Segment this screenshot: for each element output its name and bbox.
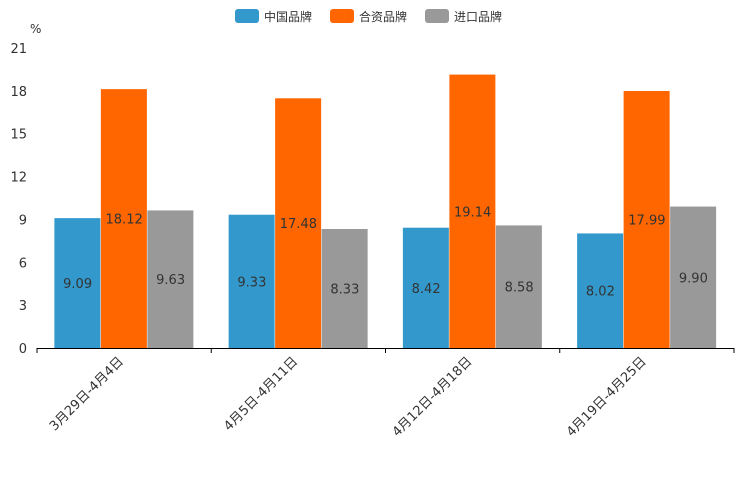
bar-value-label: 17.48: [280, 217, 317, 232]
y-tick-label: 15: [10, 128, 27, 143]
bar: [100, 89, 147, 349]
bar-value-label: 9.90: [679, 271, 708, 286]
bar-value-label: 9.09: [63, 277, 92, 292]
legend: 中国品牌 合资品牌 进口品牌: [235, 9, 502, 24]
bar: [54, 218, 101, 348]
bar-value-label: 18.12: [106, 213, 143, 228]
bar: [623, 91, 670, 348]
bar-value-label: 8.02: [586, 285, 615, 300]
bar-value-label: 8.42: [412, 282, 441, 297]
y-tick-label: 6: [19, 256, 27, 271]
bar: [147, 210, 194, 348]
y-tick-label: 3: [19, 299, 27, 314]
x-axis: 3月29日-4月4日 4月5日-4月11日 4月12日-4月18日 4月19日-4月2…: [36, 348, 735, 440]
bar-value-label: 9.33: [237, 275, 266, 290]
y-tick-label: 12: [10, 171, 27, 186]
legend-swatch: [425, 9, 449, 23]
bar-value-label: 9.63: [156, 273, 185, 288]
legend-label: 进口品牌: [454, 10, 502, 24]
y-tick-label: 0: [19, 342, 27, 357]
bar-value-label: 8.33: [330, 283, 359, 298]
legend-label: 合资品牌: [359, 9, 407, 24]
y-tick-label: 21: [10, 42, 27, 57]
bar-value-label: 17.99: [628, 214, 665, 229]
legend-swatch: [330, 9, 354, 23]
bar: [321, 229, 368, 348]
x-tick-label: 4月19日-4月25日: [564, 354, 650, 440]
y-axis: 0 3 6 9 12 15 18 21: [10, 42, 27, 357]
x-tick-label: 3月29日-4月4日: [47, 354, 127, 434]
bar: [228, 214, 275, 348]
bar: [495, 225, 542, 348]
x-tick-label: 4月5日-4月11日: [221, 354, 301, 434]
legend-label: 中国品牌: [264, 9, 312, 24]
y-tick-label: 18: [10, 85, 27, 100]
legend-swatch: [235, 9, 259, 23]
bar-value-label: 8.58: [505, 281, 534, 296]
bar: [275, 98, 322, 349]
y-axis-unit-label: %: [30, 22, 41, 36]
bar: [670, 206, 717, 348]
y-tick-label: 9: [19, 213, 27, 228]
bar: [402, 227, 449, 348]
bar-value-label: 19.14: [454, 205, 491, 220]
bar: [449, 74, 496, 349]
x-tick-label: 4月12日-4月18日: [390, 354, 476, 440]
bars: 9.09 18.12 9.63 9.33 17.48 8.33 8.42 19.14 8.58 8…: [54, 74, 717, 349]
bar: [577, 233, 624, 348]
